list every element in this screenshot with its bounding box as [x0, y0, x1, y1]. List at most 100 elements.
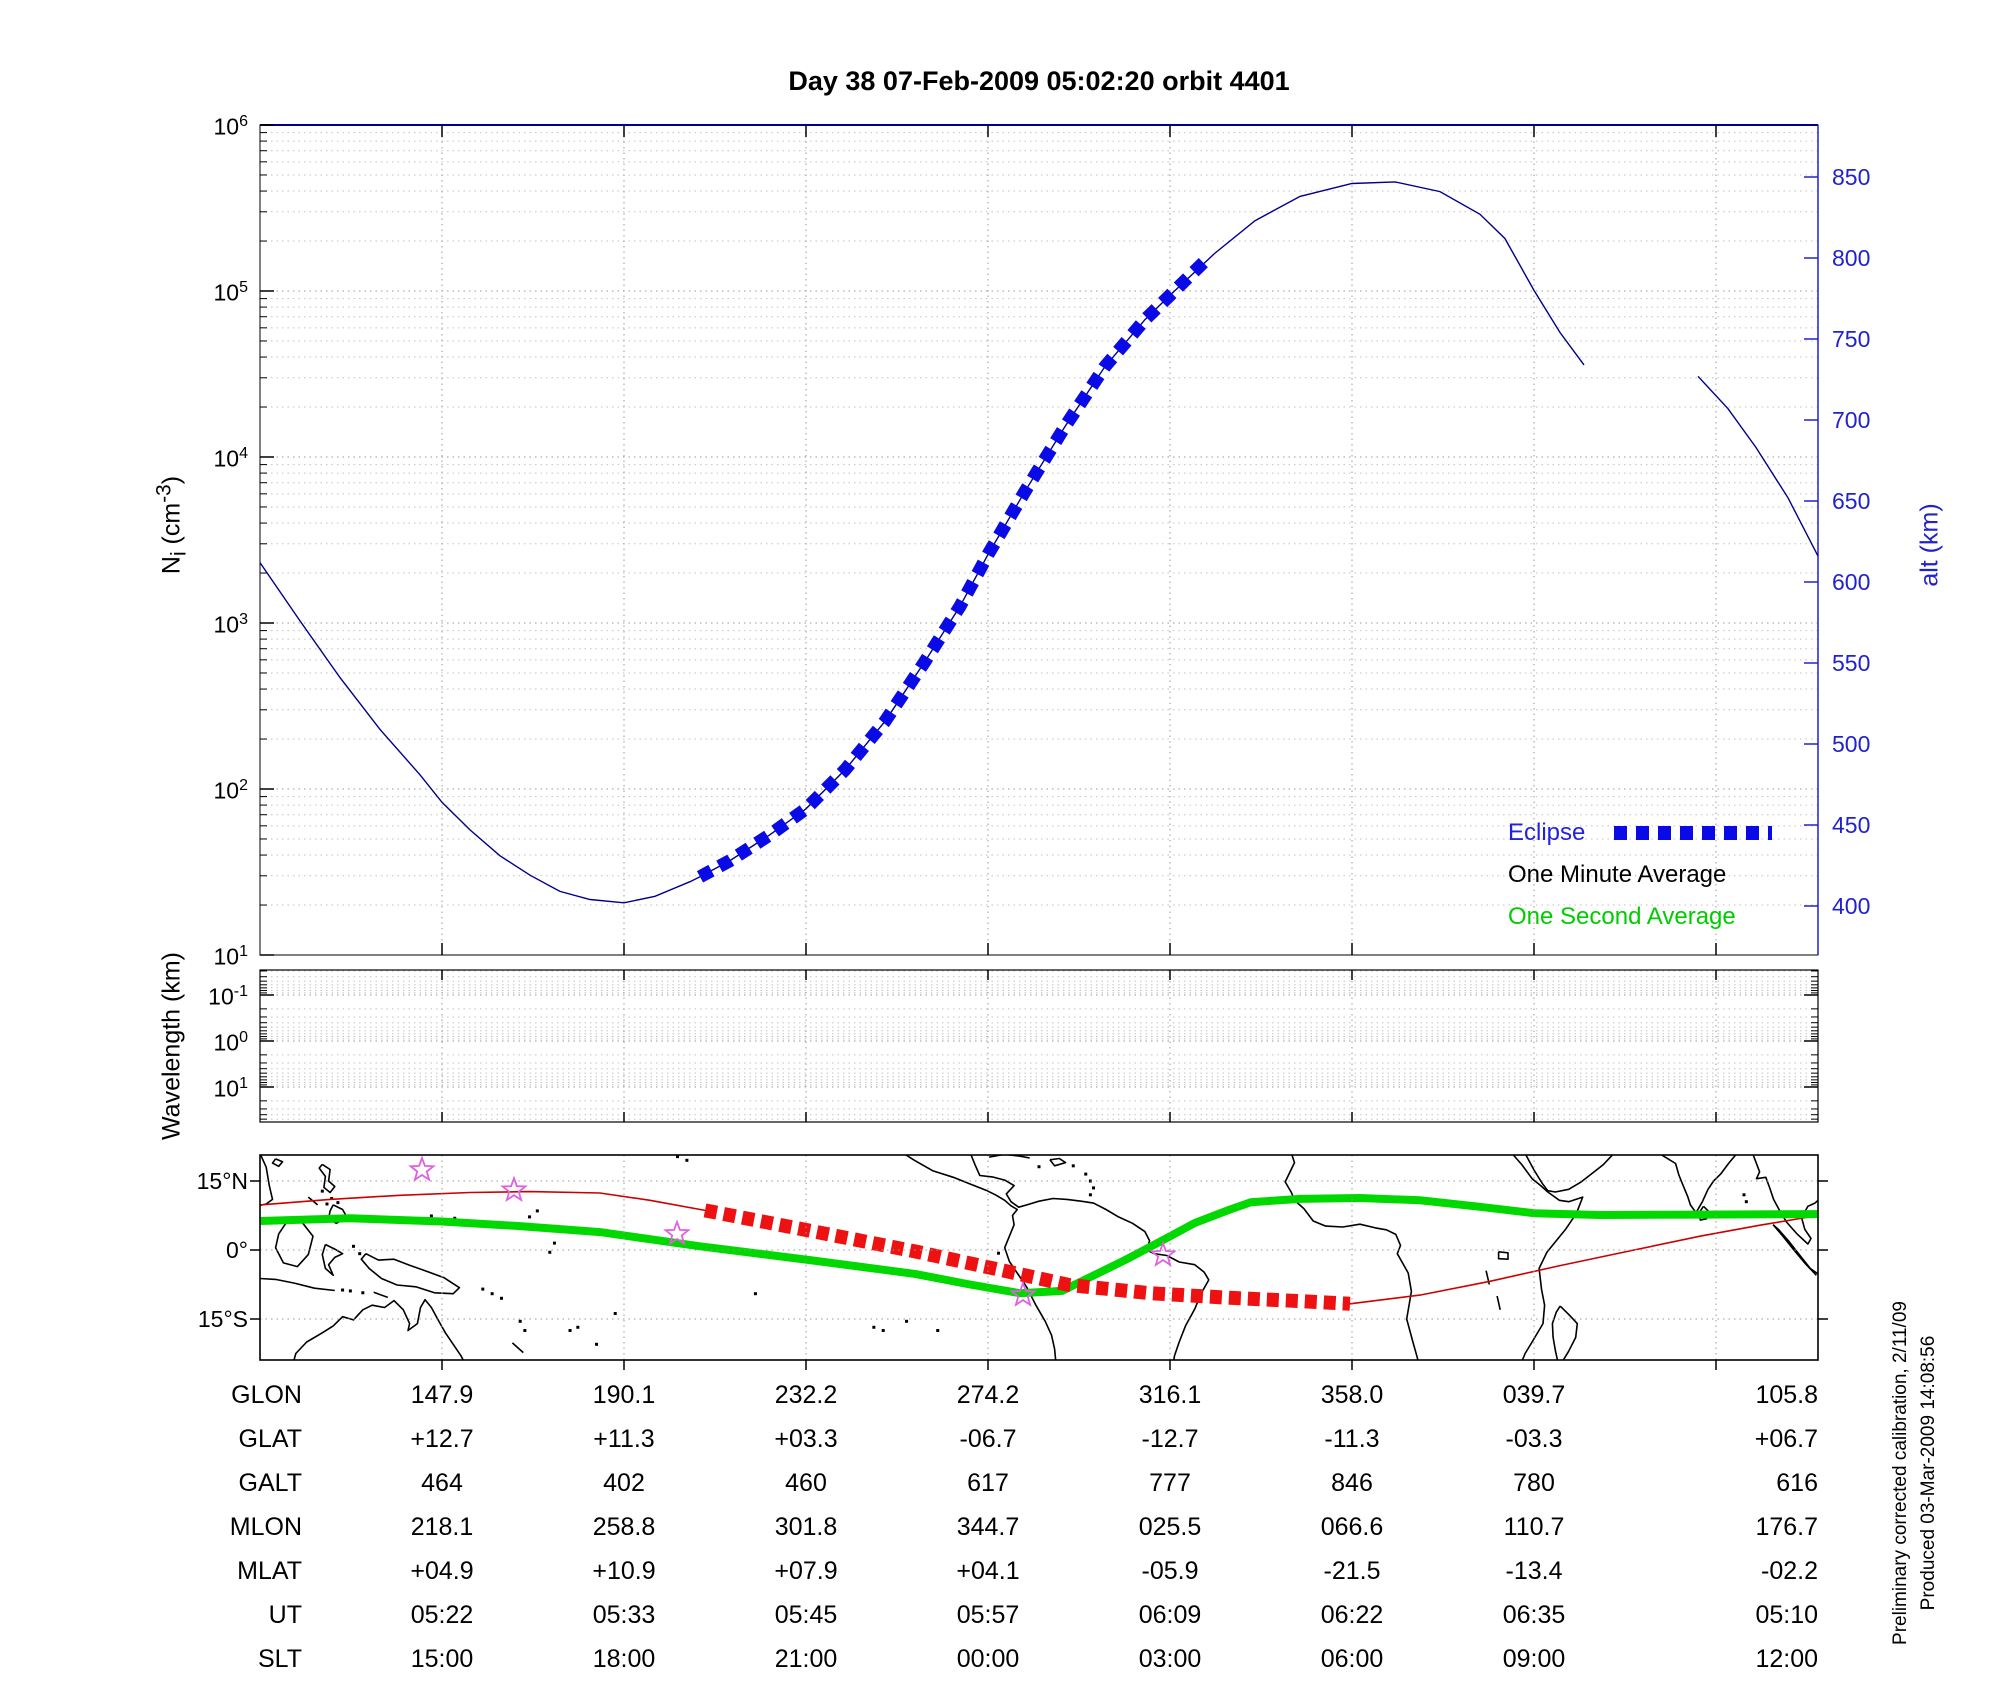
- star-marker: [500, 1175, 528, 1202]
- eclipse-ground-track: [703, 1203, 1351, 1311]
- coastline: [293, 1298, 465, 1360]
- table-cell-galt-4: 777: [1149, 1469, 1191, 1497]
- island-dot: [348, 1289, 352, 1293]
- coastline: [327, 1204, 348, 1225]
- table-row-label-glon: GLON: [231, 1381, 302, 1409]
- table-cell-galt-5: 846: [1331, 1469, 1373, 1497]
- map-lat-label-15s: 15°S: [197, 1306, 248, 1332]
- island-dot: [490, 1292, 494, 1296]
- coastline: [1752, 1155, 1818, 1245]
- alt-tick-850: 850: [1832, 164, 1871, 190]
- legend-item-one-second-average: One Second Average: [1508, 903, 1736, 930]
- table-cell-glat-1: +11.3: [593, 1425, 655, 1453]
- island-dot: [336, 1201, 340, 1205]
- island-dot: [685, 1158, 689, 1162]
- alt-tick-500: 500: [1832, 731, 1871, 757]
- coastline: [1551, 1305, 1579, 1360]
- island-dot: [1742, 1193, 1746, 1197]
- island-dot: [881, 1329, 885, 1332]
- map-layer: [260, 1155, 1818, 1360]
- alt-tick-550: 550: [1832, 650, 1871, 676]
- island-dot: [528, 1215, 532, 1219]
- island-dot: [548, 1250, 552, 1254]
- one-second-track: [260, 1193, 1818, 1298]
- table-row-label-galt: GALT: [238, 1469, 302, 1497]
- coastline: [1284, 1155, 1419, 1360]
- ni-tick-10e3: 103: [213, 611, 249, 638]
- table-cell-mlat-7: -02.2: [1761, 1557, 1818, 1585]
- table-cell-mlon-0: 218.1: [410, 1513, 474, 1541]
- coastline: [1525, 1155, 1614, 1193]
- wavelength-tick-10e-1: 10-1: [208, 983, 248, 1010]
- coastline: [274, 1219, 314, 1268]
- star-marker: [408, 1155, 436, 1182]
- table-cell-galt-0: 464: [421, 1469, 463, 1497]
- island-dot: [1071, 1164, 1075, 1168]
- island-dot: [429, 1214, 433, 1218]
- legend-item-one-minute-average: One Minute Average: [1508, 861, 1727, 888]
- coastline: [1049, 1157, 1067, 1167]
- coastline: [260, 1277, 335, 1292]
- island-dot: [351, 1244, 355, 1248]
- island-dot: [905, 1319, 909, 1323]
- coastline: [260, 1155, 274, 1207]
- island-dot: [1084, 1172, 1088, 1176]
- island-dot: [872, 1325, 876, 1329]
- map-lat-label-0: 0°: [226, 1237, 248, 1263]
- ni-tick-10e1: 101: [213, 943, 249, 970]
- alt-tick-700: 700: [1832, 407, 1871, 433]
- table-cell-glon-7: 105.8: [1755, 1381, 1818, 1409]
- table-cell-mlon-7: 176.7: [1755, 1513, 1818, 1541]
- coastline: [271, 1158, 284, 1168]
- table-cell-mlat-4: -05.9: [1141, 1557, 1199, 1585]
- island-dot: [1088, 1179, 1092, 1183]
- ni-axis-label-sup: -3: [152, 484, 176, 503]
- table-cell-mlon-6: 110.7: [1503, 1513, 1565, 1541]
- coastline: [970, 1155, 1210, 1360]
- table-cell-ut-4: 06:09: [1138, 1601, 1202, 1629]
- table-cell-glat-6: -03.3: [1505, 1425, 1563, 1453]
- coastline: [318, 1163, 336, 1194]
- table-cell-slt-5: 06:00: [1320, 1645, 1384, 1673]
- coastline: [321, 1243, 344, 1277]
- table-cell-glat-0: +12.7: [410, 1425, 474, 1453]
- island-dot: [535, 1209, 539, 1213]
- table-cell-glat-2: +03.3: [774, 1425, 838, 1453]
- table-cell-mlon-3: 344.7: [956, 1513, 1020, 1541]
- island-dot: [481, 1287, 485, 1291]
- table-cell-slt-3: 00:00: [956, 1645, 1020, 1673]
- star-marker: [1009, 1280, 1037, 1307]
- coastline: [1497, 1251, 1509, 1260]
- coastline: [1772, 1224, 1818, 1275]
- island-dot: [576, 1325, 580, 1329]
- island-dot: [1088, 1193, 1092, 1197]
- legend-item-eclipse: Eclipse: [1508, 819, 1586, 846]
- plot-title: Day 38 07-Feb-2009 05:02:20 orbit 4401: [788, 66, 1290, 96]
- island-dot: [1092, 1186, 1096, 1190]
- table-cell-ut-2: 05:45: [774, 1601, 838, 1629]
- table-row-label-glat: GLAT: [238, 1425, 302, 1453]
- table-cell-slt-2: 21:00: [774, 1645, 838, 1673]
- table-cell-slt-6: 09:00: [1502, 1645, 1566, 1673]
- alt-tick-400: 400: [1832, 893, 1871, 919]
- coastline: [1660, 1155, 1737, 1214]
- island-dot: [568, 1329, 572, 1332]
- table-cell-glon-4: 316.1: [1138, 1381, 1202, 1409]
- table-cell-slt-1: 18:00: [592, 1645, 656, 1673]
- table-cell-glat-3: -06.7: [959, 1425, 1017, 1453]
- table-cell-slt-4: 03:00: [1138, 1645, 1202, 1673]
- island-dot: [753, 1292, 757, 1296]
- table-cell-mlat-2: +07.9: [774, 1557, 838, 1585]
- ni-tick-10e2: 102: [213, 777, 249, 804]
- table-cell-galt-1: 402: [603, 1469, 645, 1497]
- coastline: [360, 1252, 461, 1295]
- table-cell-slt-0: 15:00: [410, 1645, 474, 1673]
- table-cell-mlon-4: 025.5: [1138, 1513, 1202, 1541]
- island-dot: [330, 1196, 334, 1200]
- table-cell-glon-3: 274.2: [956, 1381, 1020, 1409]
- table-cell-ut-5: 06:22: [1320, 1601, 1384, 1629]
- table-cell-mlat-0: +04.9: [410, 1557, 474, 1585]
- table-row-label-mlon: MLON: [229, 1513, 302, 1541]
- island-dot: [523, 1329, 527, 1332]
